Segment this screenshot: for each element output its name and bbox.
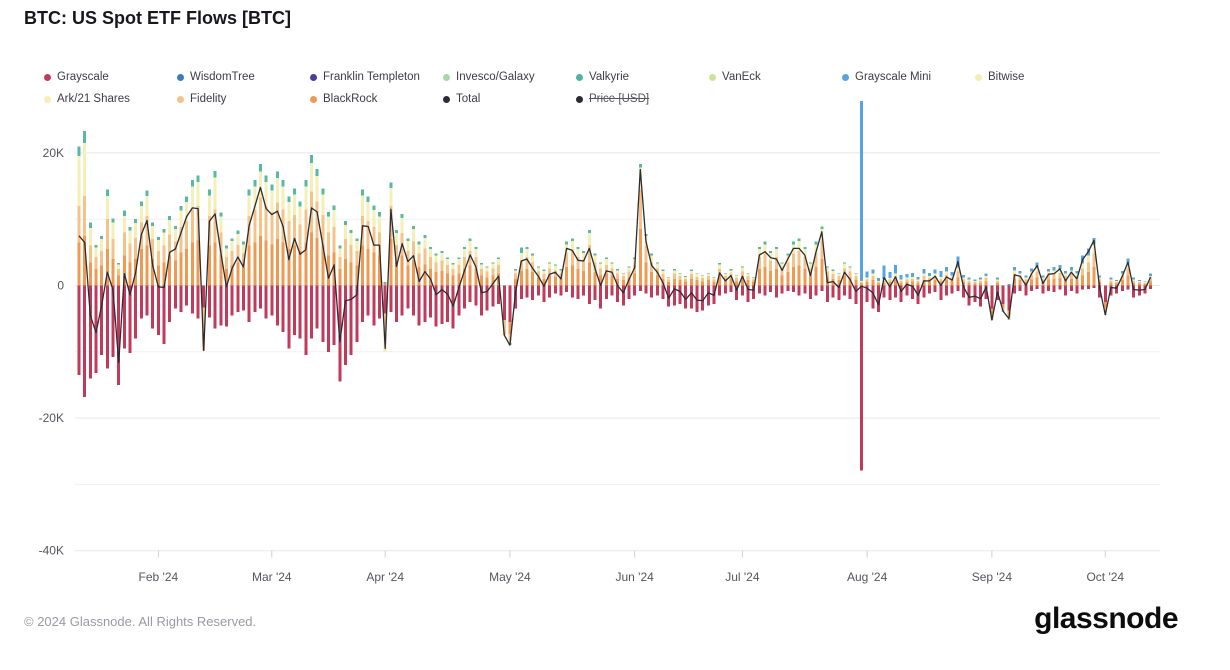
x-tick-label: May '24 <box>489 570 531 584</box>
legend-item-bitwise[interactable]: Bitwise <box>975 66 1108 88</box>
legend-item-label: Price [USD] <box>589 93 650 105</box>
x-tick-label: Oct '24 <box>1086 570 1124 584</box>
legend-item-wisdomtree[interactable]: WisdomTree <box>177 66 310 88</box>
x-tick-label: Aug '24 <box>847 570 888 584</box>
legend-dot <box>443 73 450 81</box>
x-tick-label: Apr '24 <box>366 570 404 584</box>
legend-item-label: Invesco/Galaxy <box>456 71 535 83</box>
legend-dot <box>44 73 51 81</box>
legend-item-label: Ark/21 Shares <box>57 93 130 105</box>
gridlines <box>75 152 1160 558</box>
legend-item-label: Valkyrie <box>589 71 630 83</box>
legend-dot <box>709 73 716 81</box>
legend-dot <box>310 95 317 103</box>
legend-dot <box>177 73 184 81</box>
legend-item-price-usd-[interactable]: Price [USD] <box>576 88 709 110</box>
legend-item-total[interactable]: Total <box>443 88 576 110</box>
legend-item-label: VanEck <box>722 71 761 83</box>
legend-item-franklin-templeton[interactable]: Franklin Templeton <box>310 66 443 88</box>
legend-item-label: Total <box>456 93 481 105</box>
legend-item-label: Bitwise <box>988 71 1025 83</box>
axis-labels: 20K 0 -20K -40K Feb '24 Mar '24 Apr '24 May '24… <box>39 146 1125 584</box>
legend-item-label: WisdomTree <box>190 71 255 83</box>
y-tick-label: 0 <box>57 279 64 293</box>
legend-item-invesco-galaxy[interactable]: Invesco/Galaxy <box>443 66 576 88</box>
legend-dot <box>576 95 583 103</box>
legend-item-vaneck[interactable]: VanEck <box>709 66 842 88</box>
y-tick-label: 20K <box>43 146 64 160</box>
legend-item-label: Grayscale <box>57 71 109 83</box>
legend-item-grayscale[interactable]: Grayscale <box>44 66 177 88</box>
legend-item-fidelity[interactable]: Fidelity <box>177 88 310 110</box>
legend-dot <box>576 73 583 81</box>
x-tick-label: Sep '24 <box>972 570 1013 584</box>
legend-dot <box>443 95 450 103</box>
legend-dot <box>44 95 51 103</box>
legend-item-label: Franklin Templeton <box>323 71 420 83</box>
legend-item-label: Fidelity <box>190 93 227 105</box>
legend-item-label: BlackRock <box>323 93 378 105</box>
y-tick-label: -40K <box>39 544 64 558</box>
legend-dot <box>975 73 982 81</box>
legend-item-label: Grayscale Mini <box>855 71 932 83</box>
legend-dot <box>310 73 317 81</box>
legend-dot <box>842 73 849 81</box>
legend-dot <box>177 95 184 103</box>
legend-item-grayscale-mini[interactable]: Grayscale Mini <box>842 66 975 88</box>
page-title: BTC: US Spot ETF Flows [BTC] <box>24 8 291 28</box>
legend-item-blackrock[interactable]: BlackRock <box>310 88 443 110</box>
total-line <box>78 168 1152 364</box>
legend-item-valkyrie[interactable]: Valkyrie <box>576 66 709 88</box>
y-tick-label: -20K <box>39 411 64 425</box>
legend: Grayscale WisdomTree Franklin Templeton Inv… <box>44 66 1174 110</box>
flow-bars <box>77 101 1153 471</box>
x-tick-label: Jun '24 <box>615 570 654 584</box>
x-tick-label: Feb '24 <box>139 570 179 584</box>
x-tick-label: Jul '24 <box>725 570 760 584</box>
copyright-text: © 2024 Glassnode. All Rights Reserved. <box>24 614 257 629</box>
x-tick-label: Mar '24 <box>252 570 292 584</box>
glassnode-logo: glassnode <box>1034 602 1178 635</box>
legend-item-ark-21-shares[interactable]: Ark/21 Shares <box>44 88 177 110</box>
